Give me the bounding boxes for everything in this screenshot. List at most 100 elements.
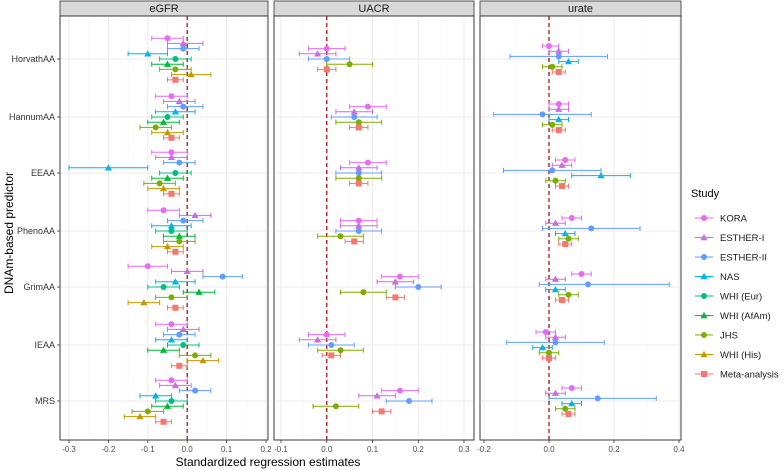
point-marker: [163, 60, 172, 67]
estimate-esther-ii: [394, 284, 442, 290]
estimate-kora: [571, 271, 592, 277]
estimate-jhs: [317, 233, 364, 240]
estimate-whi-eur: [155, 228, 188, 234]
estimate-nas: [545, 286, 566, 293]
group-phenoaa: [542, 215, 641, 247]
legend-label: WHI (AfAm): [720, 311, 771, 322]
estimate-meta-analysis: [167, 248, 184, 255]
estimate-meta-analysis: [558, 241, 573, 247]
estimate-nas: [127, 50, 168, 57]
point-marker: [355, 217, 362, 224]
estimate-meta-analysis: [349, 180, 369, 187]
panel-urate: urate -0.2 0.0 0.2 0.4: [477, 0, 685, 454]
legend-label: WHI (His): [720, 350, 761, 361]
x-axis-title: Standardized regression estimates: [176, 455, 361, 469]
point-marker: [588, 225, 595, 232]
point-marker: [168, 190, 175, 197]
point-marker: [351, 238, 358, 245]
point-marker: [168, 228, 175, 234]
point-marker: [156, 180, 163, 187]
point-marker: [396, 387, 403, 394]
estimate-kora: [127, 263, 168, 270]
group-mrs: [312, 387, 433, 415]
group-ieaa: [506, 329, 605, 361]
group-hannumaa: [493, 101, 592, 133]
point-marker: [191, 211, 199, 219]
estimate-kora: [151, 35, 184, 42]
legend-item-meta-analysis: Meta-analysis: [695, 370, 779, 381]
point-marker: [104, 164, 112, 171]
estimate-meta-analysis: [551, 69, 566, 75]
point-marker: [199, 357, 207, 364]
point-marker: [551, 389, 560, 396]
estimate-esther-i: [545, 275, 566, 282]
legend-label: NAS: [720, 272, 740, 283]
point-marker: [555, 53, 562, 60]
legend-label: ESTHER-I: [720, 233, 764, 244]
estimate-jhs: [335, 175, 383, 182]
point-marker: [328, 342, 335, 348]
estimate-meta-analysis: [542, 355, 556, 361]
estimate-kora: [349, 103, 387, 110]
point-marker: [176, 159, 183, 166]
estimate-esther-i: [298, 336, 337, 343]
estimate-whi-his: [127, 299, 161, 306]
estimate-nas: [139, 392, 172, 399]
estimate-esther-i: [548, 105, 569, 112]
point-marker: [555, 105, 563, 112]
estimate-esther-i: [163, 97, 196, 105]
group-ieaa: [298, 331, 364, 359]
point-marker: [167, 222, 176, 229]
group-horvathaa: [509, 43, 608, 75]
legend-key-marker: [701, 293, 707, 299]
panel-title: urate: [568, 3, 593, 15]
estimate-meta-analysis: [155, 418, 172, 425]
estimate-esther-ii: [307, 56, 351, 62]
group-phenoaa: [317, 217, 383, 245]
estimate-whi-afam: [151, 60, 184, 67]
estimate-meta-analysis: [372, 408, 392, 415]
point-marker: [562, 405, 569, 412]
point-marker: [172, 66, 179, 73]
point-marker: [568, 400, 576, 407]
legend-key-marker: [700, 311, 708, 319]
group-grimaa: [127, 263, 243, 311]
estimate-meta-analysis: [555, 297, 569, 303]
point-marker: [163, 243, 172, 250]
point-marker: [355, 222, 363, 229]
estimate-jhs: [178, 352, 212, 359]
point-marker: [415, 284, 422, 290]
estimate-esther-i: [167, 39, 204, 47]
estimate-esther-ii: [178, 387, 212, 394]
x-tick-label: 0.0: [321, 445, 333, 454]
point-marker: [171, 108, 179, 115]
point-marker: [314, 50, 322, 57]
estimate-esther-i: [298, 50, 337, 57]
y-tick-label-phenoaa: PhenoAA: [17, 226, 55, 236]
group-eeaa: [335, 159, 387, 187]
estimate-esther-i: [170, 267, 204, 275]
estimate-nas: [548, 116, 569, 123]
legend-label: WHI (Eur): [720, 292, 762, 303]
estimate-whi-his: [151, 129, 184, 136]
point-marker: [136, 413, 144, 420]
estimate-esther-ii: [509, 53, 608, 60]
point-marker: [152, 392, 160, 399]
point-marker: [328, 352, 335, 359]
estimate-meta-analysis: [163, 134, 180, 141]
y-tick-label-eeaa: EEAA: [31, 168, 55, 178]
point-marker: [555, 127, 562, 133]
estimate-esther-ii: [163, 331, 196, 338]
point-marker: [180, 103, 187, 110]
y-tick-label-grimaa: GrimAA: [24, 282, 56, 292]
estimate-whi-his: [186, 357, 220, 364]
point-marker: [392, 294, 399, 301]
panel-uacr: UACR -0.1 0.0 0.1 0.2 0.3: [273, 0, 475, 454]
estimate-kora: [561, 215, 582, 221]
estimate-meta-analysis: [344, 238, 364, 245]
estimate-esther-i: [376, 278, 415, 285]
estimate-esther-ii: [335, 170, 383, 176]
estimate-jhs: [545, 177, 566, 184]
x-tick-label: 0.0: [543, 445, 555, 454]
estimate-esther-i: [545, 219, 566, 226]
